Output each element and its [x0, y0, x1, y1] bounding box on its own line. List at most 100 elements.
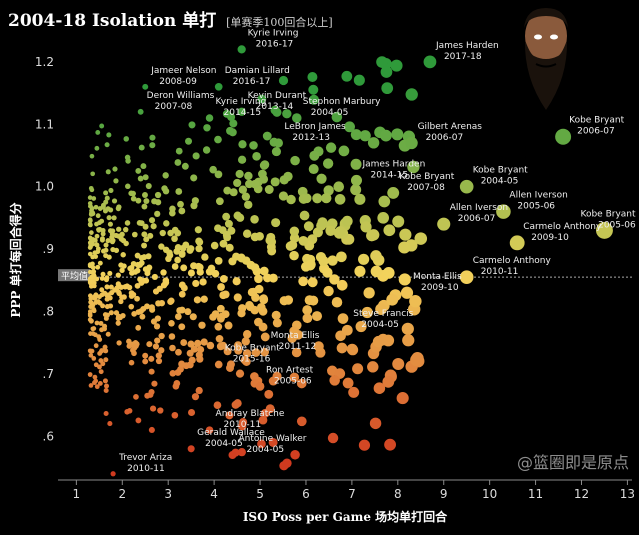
scatter-point: [235, 169, 244, 179]
scatter-point: [103, 247, 109, 253]
watermark-text: @篮圈即是原点: [516, 453, 629, 472]
scatter-point: [289, 326, 299, 336]
scatter-point: [98, 369, 104, 375]
highlighted-point: [205, 114, 214, 122]
scatter-point: [302, 305, 313, 315]
scatter-point: [124, 409, 130, 415]
scatter-point: [140, 163, 147, 170]
scatter-point: [103, 383, 110, 389]
scatter-point: [174, 159, 182, 166]
scatter-point: [238, 185, 248, 194]
season-label: 2010-11: [481, 267, 519, 277]
scatter-point: [327, 432, 339, 444]
season-label: 2005-06: [517, 202, 555, 212]
scatter-point: [149, 306, 156, 313]
season-label: 2006-07: [458, 214, 496, 224]
highlighted-point: [214, 360, 223, 369]
season-label: 2011-12: [279, 342, 317, 352]
scatter-point: [302, 313, 313, 324]
scatter-point: [233, 211, 242, 220]
scatter-point: [144, 392, 151, 399]
scatter-point: [141, 254, 148, 261]
scatter-point: [104, 296, 110, 302]
scatter-point: [369, 417, 382, 430]
x-tick-label: 11: [528, 487, 543, 501]
scatter-point: [260, 332, 270, 342]
scatter-point: [90, 254, 96, 260]
scatter-point: [259, 266, 269, 276]
scatter-point: [128, 359, 135, 366]
scatter-point: [89, 300, 94, 306]
scatter-point: [355, 320, 367, 333]
chart-subtitle: [单赛季100回合以上]: [226, 16, 333, 29]
player-name-label: Deron Williams: [147, 91, 215, 101]
scatter-point: [342, 377, 354, 389]
highlighted-point: [142, 83, 149, 90]
scatter-point: [115, 315, 121, 322]
scatter-point: [146, 341, 153, 348]
scatter-point: [268, 273, 278, 283]
scatter-point: [401, 322, 414, 335]
scatter-point: [102, 378, 108, 384]
scatter-point: [134, 267, 141, 274]
scatter-point: [219, 274, 228, 283]
season-label: 2006-07: [426, 133, 464, 143]
scatter-point: [167, 229, 174, 237]
scatter-point: [223, 186, 232, 195]
scatter-point: [181, 162, 189, 170]
scatter-point: [135, 324, 142, 331]
scatter-point: [396, 392, 409, 405]
scatter-point: [242, 330, 252, 339]
scatter-point: [88, 283, 94, 289]
scatter-point: [264, 389, 274, 399]
scatter-point: [398, 273, 411, 286]
scatter-point: [257, 94, 267, 104]
scatter-point: [89, 274, 95, 280]
scatter-point: [192, 152, 200, 160]
scatter-point: [165, 255, 172, 263]
scatter-point: [414, 232, 428, 245]
scatter-point: [104, 195, 110, 201]
y-tick-label: 1.0: [35, 180, 54, 194]
scatter-point: [115, 205, 122, 212]
scatter-point: [215, 197, 224, 206]
scatter-point: [348, 386, 360, 398]
scatter-point: [214, 322, 223, 331]
scatter-point: [107, 221, 113, 227]
season-label: 2015-16: [233, 355, 271, 365]
x-tick-label: 2: [118, 487, 126, 501]
season-label: 2010-11: [127, 464, 165, 474]
scatter-point: [289, 226, 300, 236]
scatter-point: [185, 137, 193, 145]
scatter-point: [226, 126, 235, 135]
scatter-point: [122, 226, 129, 233]
player-name-label: James Harden: [361, 159, 425, 169]
scatter-point: [161, 185, 168, 192]
scatter-point: [229, 119, 238, 128]
season-label: 2005-06: [598, 220, 636, 230]
scatter-point: [238, 422, 247, 431]
scatter-point: [217, 283, 225, 291]
highlighted-point: [459, 179, 474, 194]
season-label: 2007-08: [155, 102, 193, 112]
season-label: 2013-14: [256, 102, 294, 112]
scatter-point: [214, 170, 223, 179]
scatter-point: [169, 370, 177, 377]
scatter-point: [118, 298, 124, 305]
scatter-point: [142, 223, 149, 230]
scatter-point: [405, 88, 418, 101]
player-name-label: Steve Francis: [353, 309, 413, 319]
scatter-point: [105, 206, 111, 212]
scatter-point: [100, 202, 106, 208]
scatter-point: [258, 415, 268, 425]
scatter-point: [94, 384, 100, 390]
scatter-point: [313, 341, 324, 352]
highlighted-point: [595, 221, 613, 239]
scatter-point: [407, 160, 420, 174]
chart-title-text: 2004-18 Isolation 单打: [8, 11, 217, 31]
scatter-point: [198, 321, 206, 329]
scatter-point: [103, 315, 109, 321]
scatter-point: [104, 142, 110, 148]
scatter-point: [256, 303, 266, 312]
x-tick-label: 6: [302, 487, 310, 501]
